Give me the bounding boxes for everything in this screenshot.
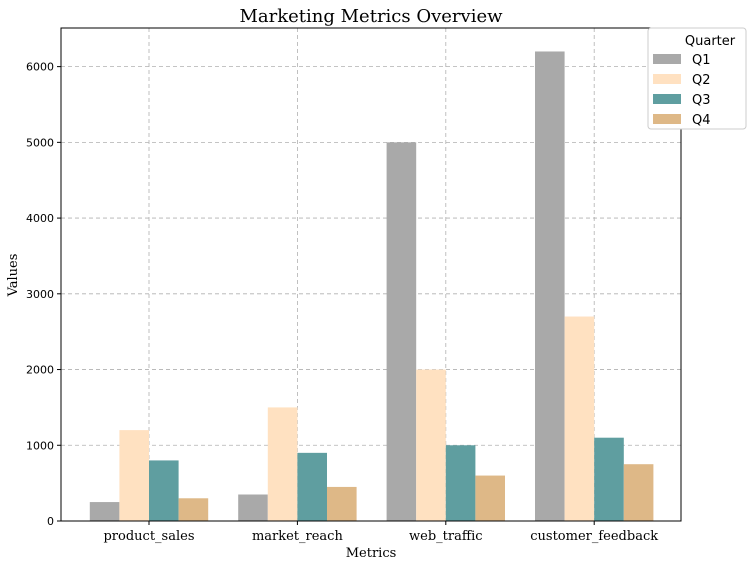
bar-q3-product-sales: [149, 460, 179, 521]
y-tick-label: 3000: [26, 288, 54, 301]
x-axis-label: Metrics: [346, 546, 397, 561]
x-tick-label: product_sales: [103, 529, 194, 544]
bar-q4-product-sales: [178, 498, 209, 521]
bar-q1-web-traffic: [386, 142, 417, 522]
legend-items: Q1 Q2 Q3 Q4: [653, 53, 711, 128]
y-tick-label: 6000: [26, 61, 54, 74]
bar-q3-customer-feedback: [594, 437, 624, 521]
bar-q4-customer-feedback: [623, 464, 654, 521]
legend-label: Q1: [692, 53, 711, 68]
bar-q1-market-reach: [238, 494, 268, 521]
bars: [89, 51, 654, 522]
bar-q1-product-sales: [89, 502, 120, 521]
bar-q1-customer-feedback: [535, 51, 565, 521]
legend: Quarter Q1 Q2 Q3 Q4: [647, 27, 747, 130]
bar-q3-web-traffic: [445, 445, 476, 521]
y-axis-ticks: 0 1000 2000 3000 4000 5000 6000: [26, 61, 61, 528]
y-tick-label: 2000: [26, 364, 54, 377]
y-tick-label: 5000: [26, 136, 54, 149]
chart-title: Marketing Metrics Overview: [239, 6, 503, 27]
bar-q2-market-reach: [267, 407, 298, 521]
y-axis-label: Values: [6, 254, 21, 298]
legend-swatch: [653, 114, 681, 124]
legend-swatch: [653, 54, 681, 64]
legend-label: Q2: [692, 73, 711, 88]
plot-frame: [60, 27, 682, 522]
legend-title: Quarter: [685, 34, 736, 49]
bar-q4-market-reach: [327, 486, 357, 521]
y-tick-label: 1000: [26, 439, 54, 452]
x-tick-label: web_traffic: [409, 529, 483, 544]
bar-q2-customer-feedback: [564, 316, 595, 521]
bar-q2-product-sales: [119, 430, 149, 521]
legend-label: Q3: [692, 93, 711, 108]
x-axis-ticks: product_sales market_reach web_traffic cust…: [103, 521, 658, 544]
y-tick-label: 4000: [26, 212, 54, 225]
x-tick-label: market_reach: [252, 529, 344, 544]
y-tick-label: 0: [47, 515, 54, 528]
bar-q3-market-reach: [297, 452, 327, 521]
bar-q4-web-traffic: [475, 475, 505, 521]
legend-swatch: [653, 74, 681, 84]
legend-swatch: [653, 94, 681, 104]
bar-q2-web-traffic: [416, 369, 446, 521]
legend-label: Q4: [692, 113, 711, 128]
x-tick-label: customer_feedback: [530, 529, 658, 544]
